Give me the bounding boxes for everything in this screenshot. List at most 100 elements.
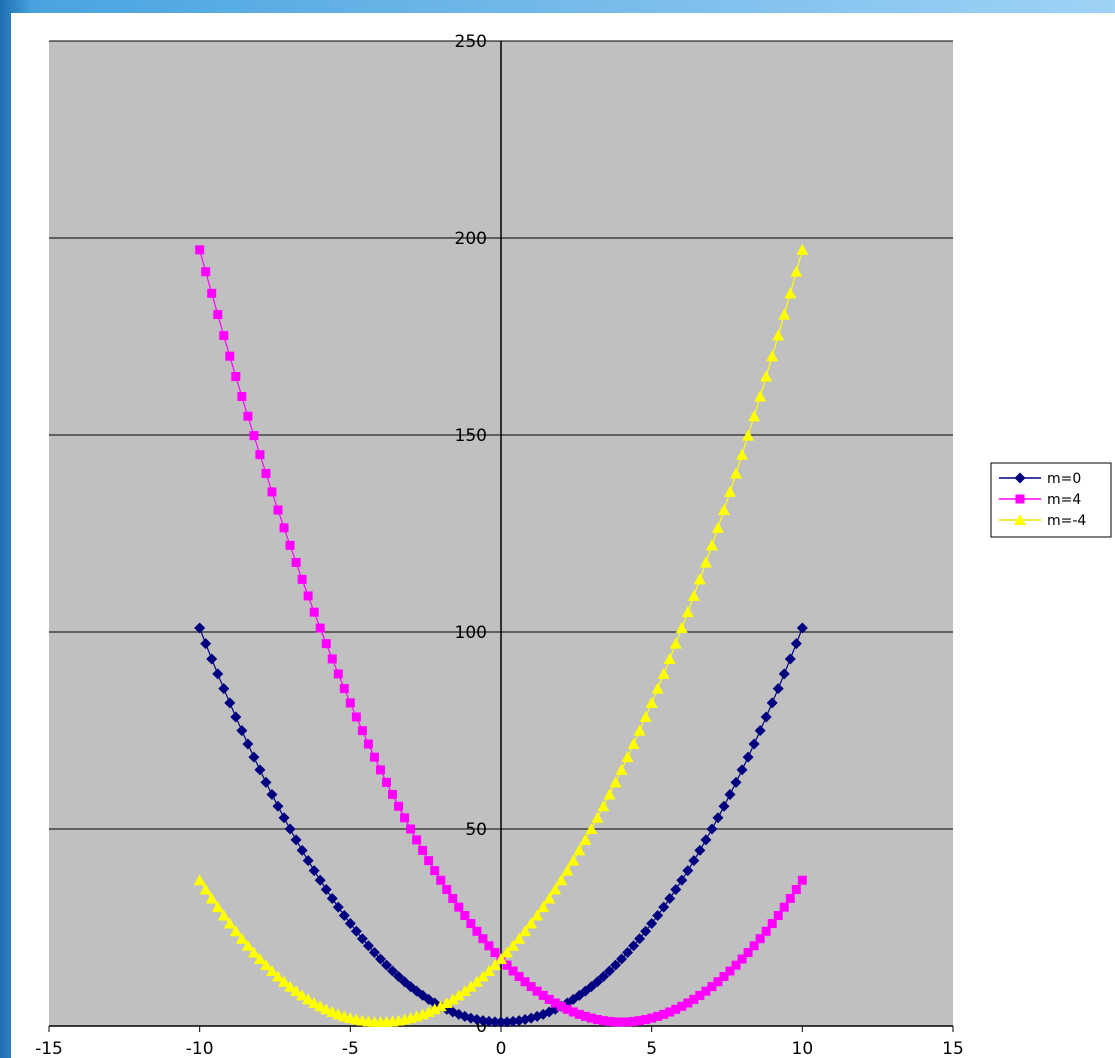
data-point-series-2	[514, 972, 524, 982]
data-point-series-1	[374, 953, 386, 965]
data-point-series-2	[261, 468, 271, 478]
data-point-series-2	[442, 885, 452, 895]
data-point-series-2	[604, 1016, 614, 1026]
data-point-series-2	[665, 1007, 675, 1017]
data-point-series-2	[586, 1013, 596, 1023]
series-markers	[193, 243, 809, 1028]
data-point-series-2	[635, 1016, 645, 1026]
data-point-series-2	[333, 669, 343, 679]
legend-marker-1	[1014, 472, 1026, 484]
data-point-series-1	[278, 812, 290, 824]
data-point-series-1	[344, 918, 356, 930]
data-point-series-3	[748, 410, 761, 422]
data-point-series-3	[531, 909, 544, 921]
y-tick-label: 250	[455, 32, 487, 52]
data-point-series-2	[623, 1017, 633, 1027]
data-point-series-1	[634, 933, 646, 945]
data-point-series-3	[452, 989, 465, 1001]
data-point-series-3	[790, 265, 803, 277]
data-point-series-1	[483, 1015, 495, 1027]
data-point-series-1	[652, 910, 664, 922]
data-point-series-2	[460, 911, 470, 921]
data-point-series-1	[730, 776, 742, 788]
data-point-series-2	[478, 934, 488, 944]
data-point-series-2	[544, 994, 554, 1004]
data-point-series-3	[470, 975, 483, 987]
data-point-series-2	[279, 523, 289, 533]
data-point-series-2	[719, 972, 729, 982]
data-point-series-3	[711, 521, 724, 533]
data-point-series-3	[488, 959, 501, 971]
data-point-series-2	[761, 926, 771, 936]
data-point-series-3	[247, 946, 260, 958]
data-point-series-3	[229, 925, 242, 937]
data-point-series-1	[748, 738, 760, 750]
data-point-series-2	[755, 934, 765, 944]
data-point-series-3	[259, 959, 272, 971]
data-point-series-1	[622, 947, 634, 959]
data-point-series-1	[242, 738, 254, 750]
data-point-series-1	[332, 901, 344, 913]
data-point-series-3	[519, 925, 532, 937]
x-tick-label: 5	[646, 1039, 657, 1058]
data-point-series-2	[418, 845, 428, 855]
data-point-series-1	[754, 725, 766, 737]
data-point-series-3	[778, 308, 791, 320]
data-point-series-2	[207, 288, 217, 298]
data-point-series-1	[194, 622, 206, 634]
data-point-series-3	[199, 883, 212, 895]
data-point-series-2	[309, 607, 319, 617]
data-point-series-1	[676, 874, 688, 886]
data-point-series-2	[677, 1001, 687, 1011]
data-point-series-1	[338, 910, 350, 922]
data-point-series-2	[785, 894, 795, 904]
legend: m=0 m=4 m=-4	[990, 462, 1112, 538]
data-point-series-2	[659, 1009, 669, 1019]
data-point-series-3	[609, 776, 622, 788]
data-point-series-3	[796, 243, 809, 255]
data-point-series-3	[651, 682, 664, 694]
data-point-series-2	[424, 856, 434, 866]
data-point-series-2	[285, 540, 295, 550]
data-point-series-3	[302, 993, 315, 1005]
data-point-series-2	[671, 1004, 681, 1014]
data-point-series-2	[701, 986, 711, 996]
data-point-series-3	[434, 1000, 447, 1012]
data-point-series-1	[224, 697, 236, 709]
data-point-series-3	[772, 329, 785, 341]
data-point-series-2	[255, 450, 265, 460]
data-point-series-3	[241, 939, 254, 951]
data-point-series-2	[520, 977, 530, 987]
data-point-series-2	[369, 752, 379, 762]
data-point-series-3	[476, 970, 489, 982]
data-point-series-2	[249, 431, 259, 441]
data-point-series-3	[211, 901, 224, 913]
data-point-series-1	[790, 638, 802, 650]
data-point-series-2	[472, 926, 482, 936]
data-point-series-3	[760, 370, 773, 382]
data-point-series-1	[658, 901, 670, 913]
data-point-series-1	[742, 751, 754, 763]
data-point-series-2	[526, 982, 536, 992]
data-point-series-2	[695, 990, 705, 1000]
data-point-series-3	[657, 667, 670, 679]
data-point-series-2	[400, 813, 410, 823]
data-point-series-3	[717, 504, 730, 516]
data-point-series-2	[562, 1004, 572, 1014]
data-point-series-2	[195, 245, 205, 255]
data-point-series-3	[205, 892, 218, 904]
data-point-series-2	[201, 267, 211, 277]
legend-marker-2	[1015, 494, 1025, 504]
data-point-series-2	[430, 866, 440, 876]
data-point-series-1	[218, 683, 230, 695]
data-point-series-1	[772, 683, 784, 695]
data-point-series-3	[217, 909, 230, 921]
data-point-series-1	[628, 940, 640, 952]
data-point-series-2	[598, 1016, 608, 1026]
data-point-series-2	[273, 505, 283, 515]
data-point-series-3	[193, 874, 206, 886]
data-point-series-3	[742, 429, 755, 441]
data-point-series-2	[773, 911, 783, 921]
data-point-series-1	[616, 953, 628, 965]
data-point-series-3	[736, 448, 749, 460]
